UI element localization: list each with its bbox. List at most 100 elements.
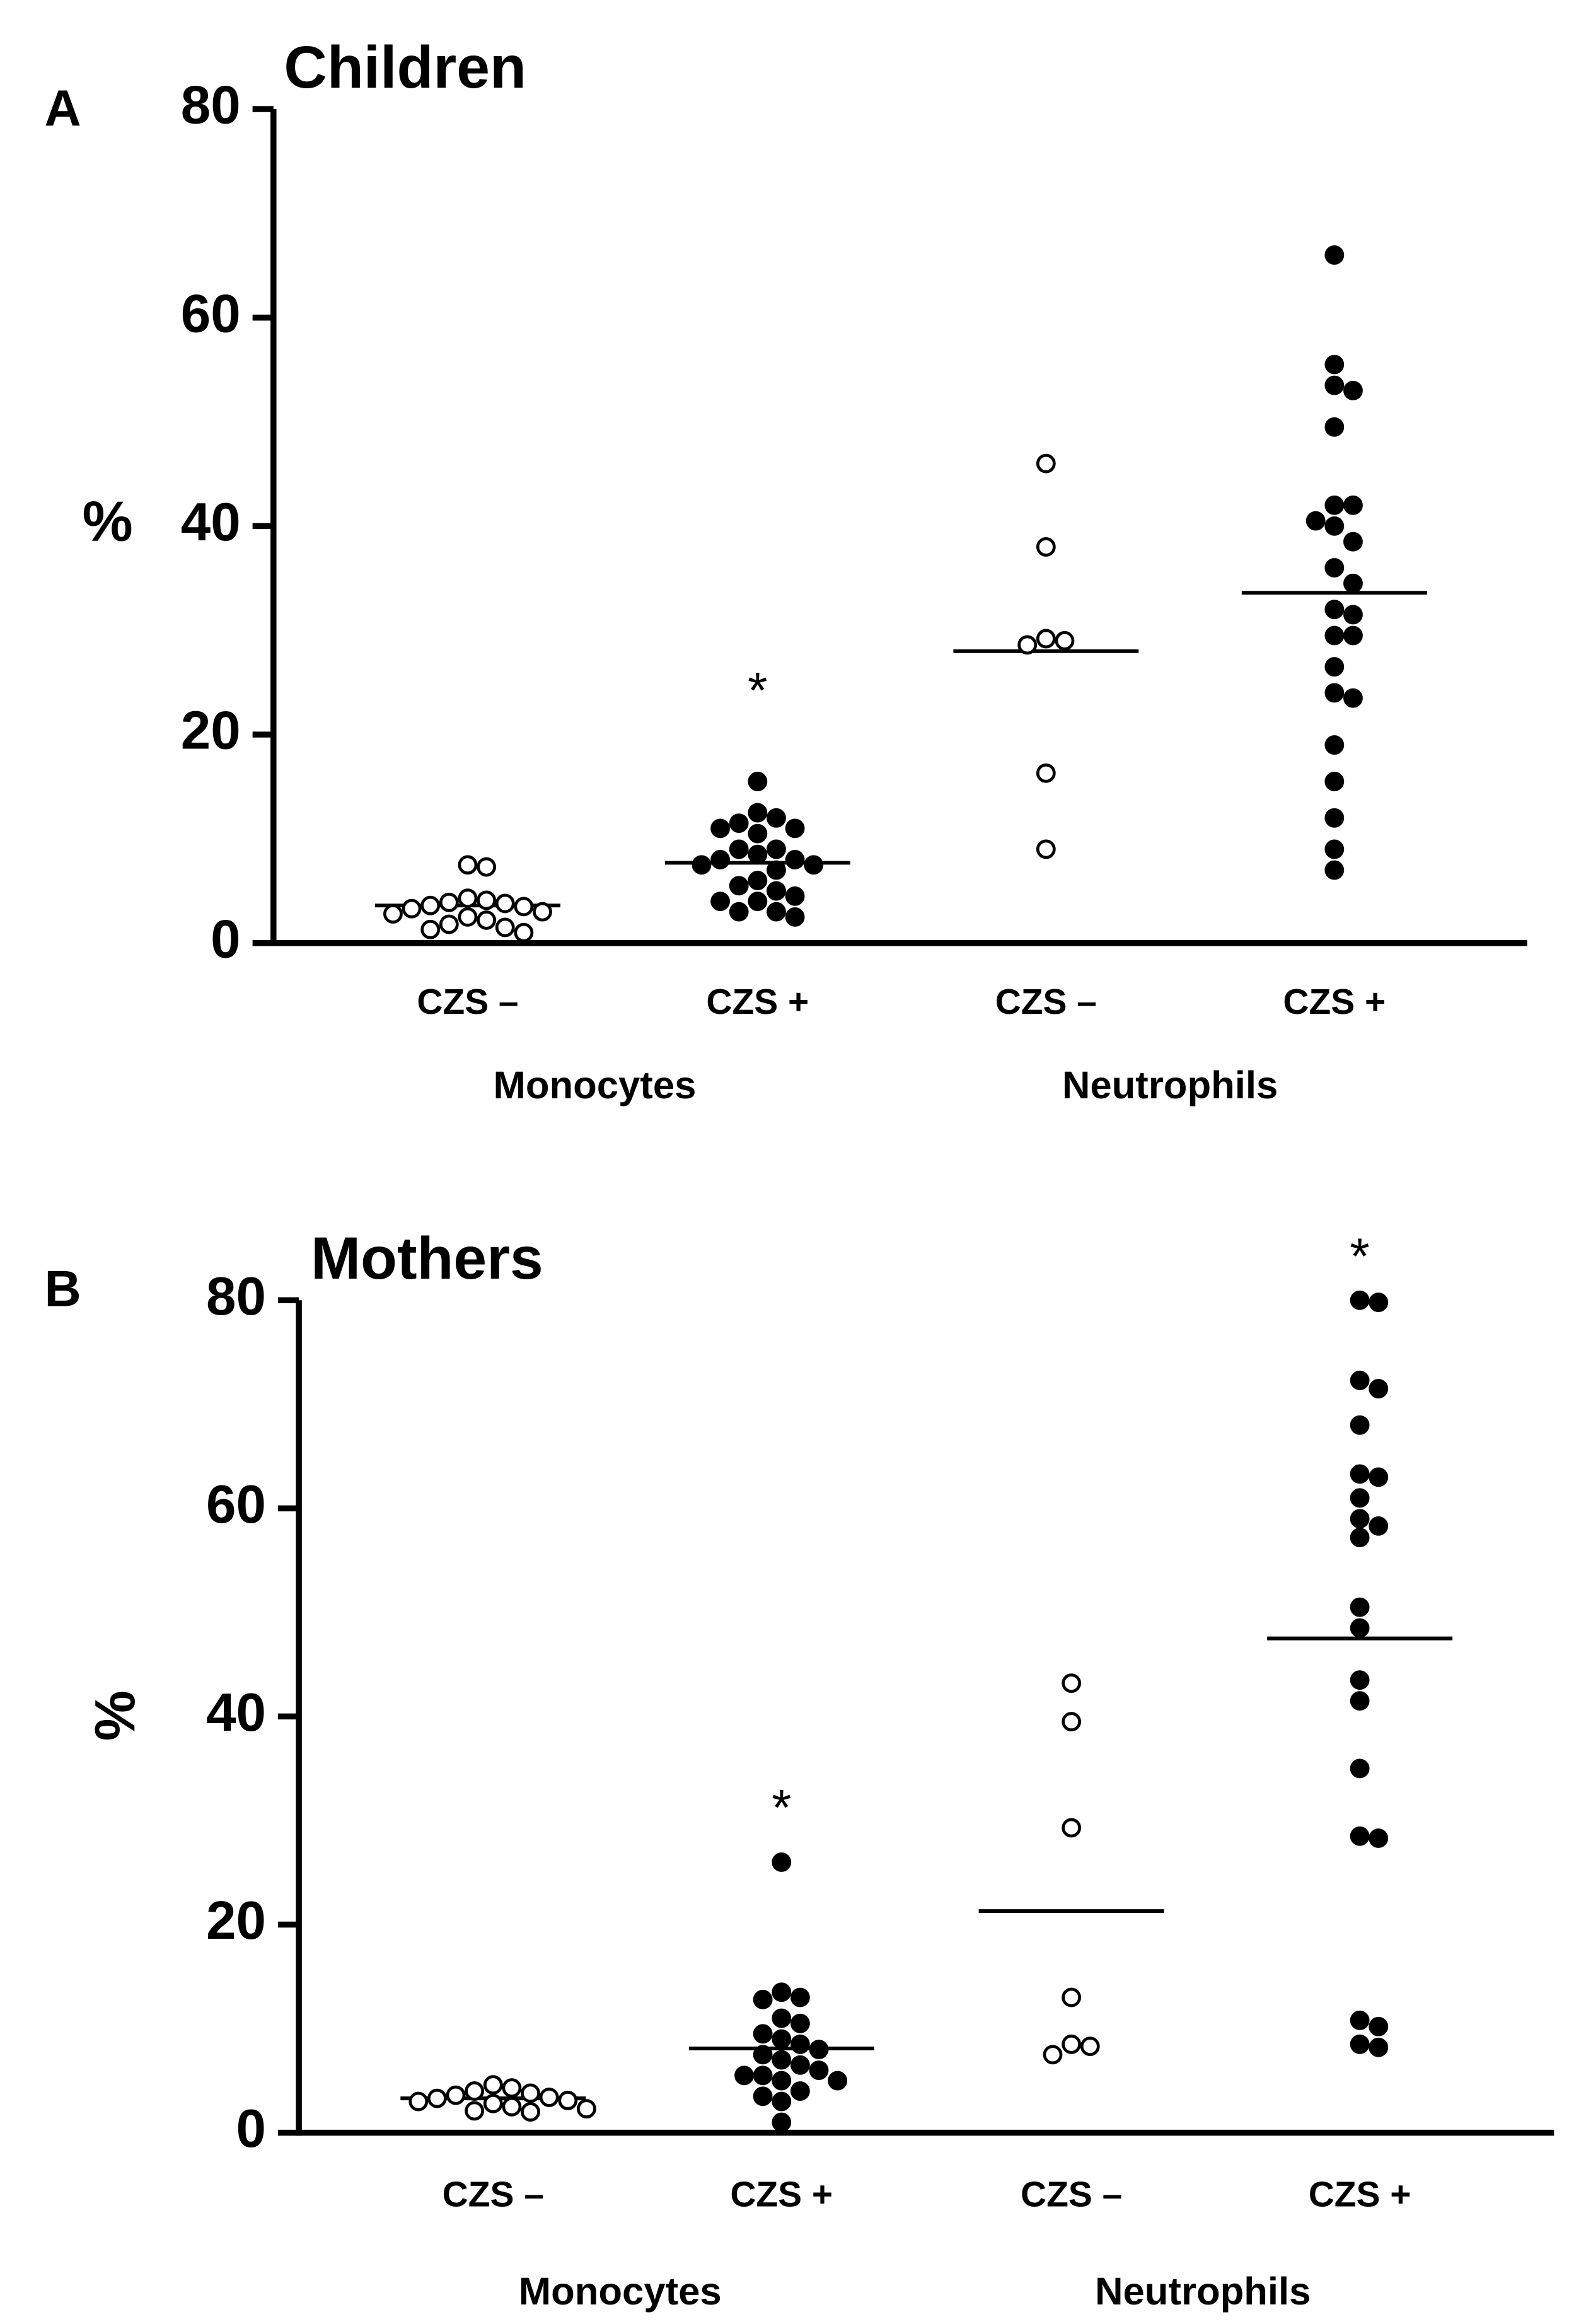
data-point	[408, 2091, 429, 2112]
data-point	[1343, 381, 1363, 400]
y-tick-label: 20	[181, 701, 241, 761]
significance-marker: *	[772, 1780, 791, 1837]
data-point	[1350, 1509, 1370, 1529]
group-label: Monocytes	[519, 2270, 722, 2313]
data-point	[477, 910, 497, 930]
data-point	[1324, 417, 1345, 437]
data-point	[514, 897, 534, 917]
data-point	[1324, 245, 1345, 265]
x-tick-label: CZS –	[417, 982, 518, 1022]
data-point	[1036, 453, 1056, 474]
data-point	[446, 2085, 466, 2105]
data-point	[828, 2071, 848, 2091]
data-point	[1343, 605, 1363, 625]
y-tick-label: 80	[181, 76, 241, 136]
data-point	[539, 2088, 559, 2107]
x-tick-label: CZS +	[1309, 2175, 1411, 2215]
y-tick-label: 40	[206, 1683, 266, 1743]
data-point	[439, 892, 459, 912]
data-point	[383, 904, 403, 924]
data-point	[1055, 630, 1075, 651]
data-point	[1036, 629, 1056, 649]
data-point	[1350, 1488, 1370, 1508]
data-point	[1350, 1528, 1370, 1547]
data-point	[1350, 1370, 1370, 1390]
data-point	[753, 2045, 773, 2065]
data-point	[1369, 1828, 1389, 1848]
data-point	[1343, 573, 1363, 593]
y-tick-label: 40	[181, 492, 241, 552]
data-point	[1350, 1415, 1370, 1435]
data-point	[1324, 860, 1345, 880]
data-point	[1036, 763, 1056, 783]
data-point	[477, 857, 497, 877]
data-point	[772, 2071, 792, 2091]
data-point	[1369, 1293, 1389, 1312]
data-point	[1350, 1597, 1370, 1617]
data-point	[767, 902, 786, 922]
data-point	[772, 1852, 792, 1872]
data-point	[558, 2091, 578, 2110]
y-axis-label: %	[83, 1690, 147, 1741]
data-point	[692, 855, 712, 875]
data-point	[1324, 735, 1345, 755]
x-tick-label: CZS +	[706, 982, 809, 1022]
data-point	[1036, 537, 1056, 557]
data-point	[785, 886, 805, 906]
data-point	[465, 2101, 485, 2121]
data-point	[790, 1987, 810, 2007]
data-point	[439, 914, 459, 934]
data-point	[420, 919, 441, 939]
data-point	[1080, 2036, 1100, 2057]
data-point	[790, 2013, 810, 2033]
data-point	[502, 2078, 522, 2098]
data-point	[1369, 1467, 1389, 1487]
data-point	[477, 890, 497, 910]
data-point	[804, 855, 824, 875]
data-point	[1350, 1826, 1370, 1846]
data-point	[1369, 1379, 1389, 1398]
significance-marker: *	[1350, 1228, 1369, 1285]
data-point	[734, 2065, 754, 2086]
data-point	[1036, 839, 1056, 859]
data-point	[1350, 1618, 1370, 1638]
data-point	[577, 2099, 596, 2119]
y-tick-label: 60	[206, 1475, 266, 1535]
data-point	[785, 850, 805, 869]
data-point	[458, 855, 478, 875]
data-point	[790, 2081, 810, 2101]
data-point	[809, 2040, 829, 2059]
group-label: Neutrophils	[1095, 2270, 1311, 2313]
data-point	[1324, 657, 1345, 677]
data-point	[427, 2088, 447, 2108]
data-point	[1343, 625, 1363, 646]
data-point	[710, 850, 730, 869]
data-point	[1324, 683, 1345, 703]
data-point	[402, 898, 422, 919]
data-point	[809, 2060, 829, 2080]
data-point	[533, 902, 552, 922]
data-point	[1324, 600, 1345, 620]
data-point	[772, 1982, 792, 2002]
y-tick-label: 0	[211, 909, 240, 969]
panel-label: A	[44, 80, 81, 137]
y-tick-label: 20	[206, 1891, 266, 1951]
data-point	[772, 2112, 792, 2132]
data-point	[1324, 495, 1345, 515]
data-point	[785, 907, 805, 927]
data-point	[458, 888, 478, 909]
data-point	[1043, 2045, 1063, 2065]
data-point	[1324, 625, 1345, 646]
data-point	[1350, 1691, 1370, 1711]
data-point	[1343, 688, 1363, 708]
data-point	[1369, 1516, 1389, 1536]
y-tick-label: 0	[236, 2099, 265, 2159]
group-label: Neutrophils	[1062, 1064, 1278, 1107]
data-point	[729, 839, 749, 859]
data-point	[767, 881, 786, 901]
x-tick-label: CZS –	[443, 2175, 544, 2215]
data-point	[420, 895, 441, 915]
y-tick-label: 80	[206, 1267, 266, 1327]
